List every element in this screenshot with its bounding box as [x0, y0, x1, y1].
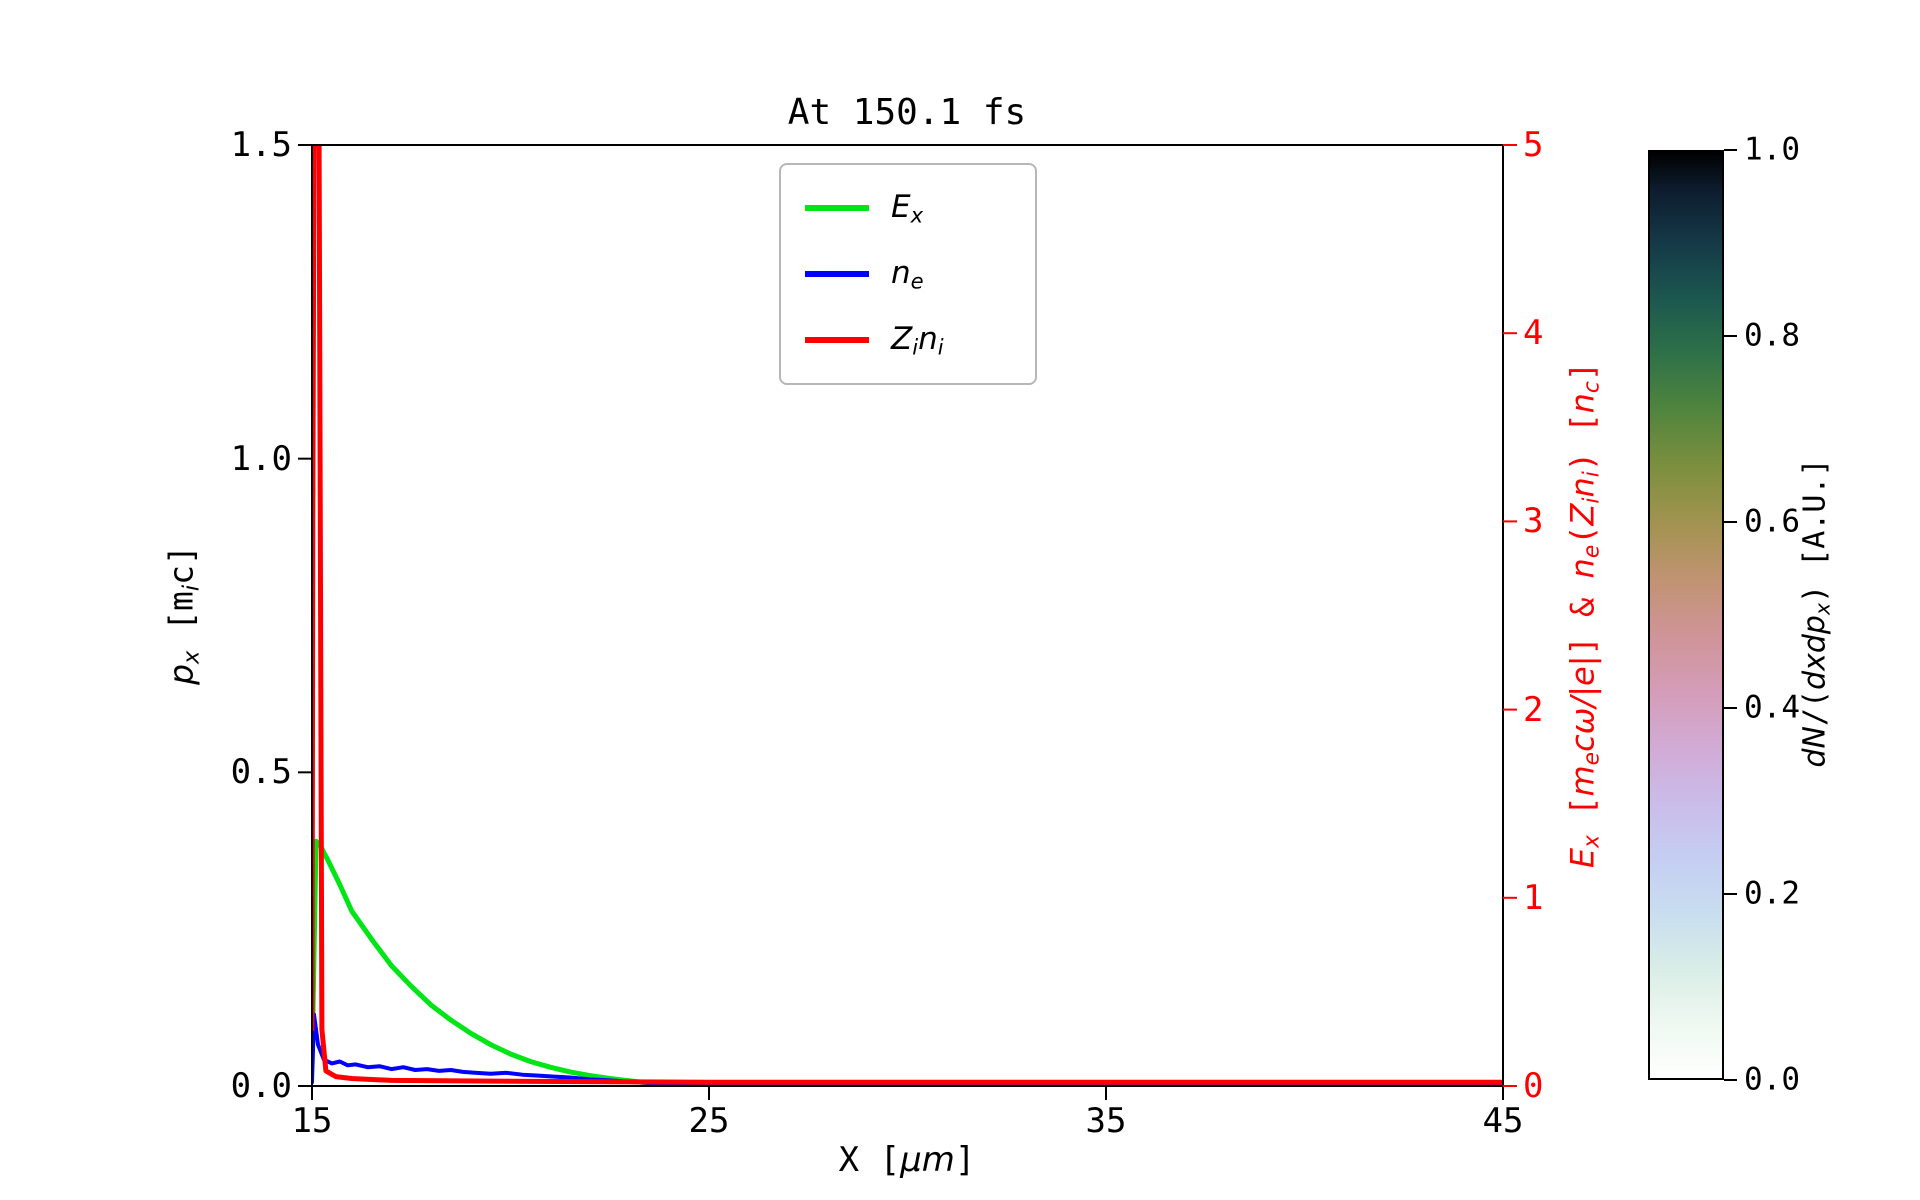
- label-part: i: [1579, 497, 1605, 504]
- label-part: ): [1797, 584, 1833, 603]
- series-ne: [312, 1012, 1503, 1086]
- label-part: [m: [161, 591, 201, 651]
- label-part: n: [918, 320, 938, 357]
- y-right-tick-label: 4: [1523, 313, 1544, 354]
- label-part: ]: [1563, 361, 1602, 382]
- colorbar-label: dN/(dxdpx) [A.U.]: [1797, 458, 1834, 767]
- label-part: m: [1563, 765, 1602, 797]
- label-part: E: [1563, 847, 1602, 869]
- label-part: x: [1810, 602, 1835, 616]
- y-left-tick-label: 0.0: [230, 1066, 292, 1106]
- label-part: c: [1579, 381, 1605, 394]
- label-part: dxdp: [1797, 615, 1833, 690]
- x-tick-label: 45: [1482, 1101, 1524, 1141]
- label-part: μm: [900, 1140, 955, 1180]
- label-part: e: [1579, 751, 1605, 766]
- label-part: n: [891, 254, 911, 291]
- label-part: p: [161, 663, 201, 685]
- label-part: dN: [1797, 726, 1833, 768]
- colorbar-tick-mark: [1724, 335, 1737, 337]
- label-part: Z: [1563, 503, 1602, 526]
- x-tick-label: 35: [1085, 1101, 1127, 1141]
- label-part: i: [178, 584, 205, 592]
- legend-item-ne: ne: [805, 255, 1011, 293]
- x-axis-label: X [μm]: [839, 1140, 976, 1180]
- colorbar-tick-mark: [1724, 149, 1737, 151]
- plot-border: [311, 144, 1504, 1087]
- legend-swatch-zini: [805, 336, 869, 343]
- colorbar-tick-label: 1.0: [1744, 131, 1800, 168]
- legend-item-zini: Zini: [805, 321, 1011, 359]
- y-right-tick-label: 1: [1523, 877, 1544, 918]
- y-left-tick-label: 1.5: [230, 125, 292, 165]
- x-tick-label: 25: [688, 1101, 730, 1141]
- legend-label-zini: Zini: [891, 321, 944, 359]
- label-part: e: [1579, 544, 1605, 559]
- y-right-tick-label: 3: [1523, 501, 1544, 542]
- y-left-tick-label: 0.5: [230, 752, 292, 793]
- legend-swatch-ne: [805, 270, 869, 277]
- label-part: /(: [1797, 689, 1833, 727]
- y-right-tick-label: 5: [1523, 125, 1544, 165]
- label-part: c]: [161, 545, 201, 585]
- colorbar-tick-label: 0.8: [1744, 317, 1800, 354]
- series-zini: [312, 145, 1503, 1085]
- label-part: (: [1563, 525, 1602, 545]
- label-part: X [: [838, 1140, 901, 1180]
- colorbar-tick-label: 0.0: [1744, 1061, 1800, 1098]
- label-part: n: [1563, 477, 1602, 498]
- legend-swatch-ex: [805, 204, 869, 211]
- label-part: i: [1579, 471, 1605, 478]
- y-right-tick-label: 2: [1523, 689, 1544, 730]
- label-part: x: [1579, 835, 1605, 848]
- label-part: i: [937, 334, 944, 360]
- colorbar-tick-mark: [1724, 707, 1737, 709]
- label-part: [: [1563, 796, 1602, 836]
- label-part: e: [910, 268, 924, 294]
- y-left-tick-label: 1.0: [230, 438, 292, 479]
- colorbar: [1648, 150, 1724, 1080]
- label-part: [A.U.]: [1797, 458, 1833, 585]
- legend: Ex ne Zini: [779, 163, 1037, 385]
- y-axis-label-left: px [mic]: [162, 545, 205, 685]
- label-part: cω/|e|: [1563, 655, 1602, 752]
- y-axis-label-right: Ex [mecω/|e|] & ne(Zini) [nc]: [1563, 362, 1604, 868]
- label-part: i: [912, 334, 919, 360]
- plot-title: At 150.1 fs: [787, 92, 1027, 133]
- legend-label-ne: ne: [891, 255, 924, 293]
- label-part: n: [1563, 558, 1602, 579]
- colorbar-tick-label: 0.2: [1744, 875, 1800, 912]
- colorbar-tick-mark: [1724, 893, 1737, 895]
- label-part: n: [1563, 393, 1602, 414]
- label-part: x: [178, 650, 205, 664]
- legend-item-ex: Ex: [805, 189, 1011, 227]
- label-part: x: [910, 202, 924, 228]
- series-ex: [312, 838, 1503, 1086]
- x-tick-label: 15: [291, 1101, 333, 1141]
- colorbar-tick-mark: [1724, 521, 1737, 523]
- colorbar-tick-label: 0.4: [1744, 689, 1800, 726]
- label-part: ]: [954, 1140, 976, 1180]
- label-part: ] &: [1563, 578, 1602, 656]
- y-right-tick-label: 0: [1523, 1066, 1544, 1106]
- label-part: Z: [891, 320, 913, 357]
- colorbar-tick-label: 0.6: [1744, 503, 1800, 540]
- label-part: E: [891, 188, 911, 225]
- legend-label-ex: Ex: [891, 189, 923, 227]
- colorbar-tick-mark: [1724, 1079, 1737, 1081]
- label-part: ) [: [1563, 413, 1602, 472]
